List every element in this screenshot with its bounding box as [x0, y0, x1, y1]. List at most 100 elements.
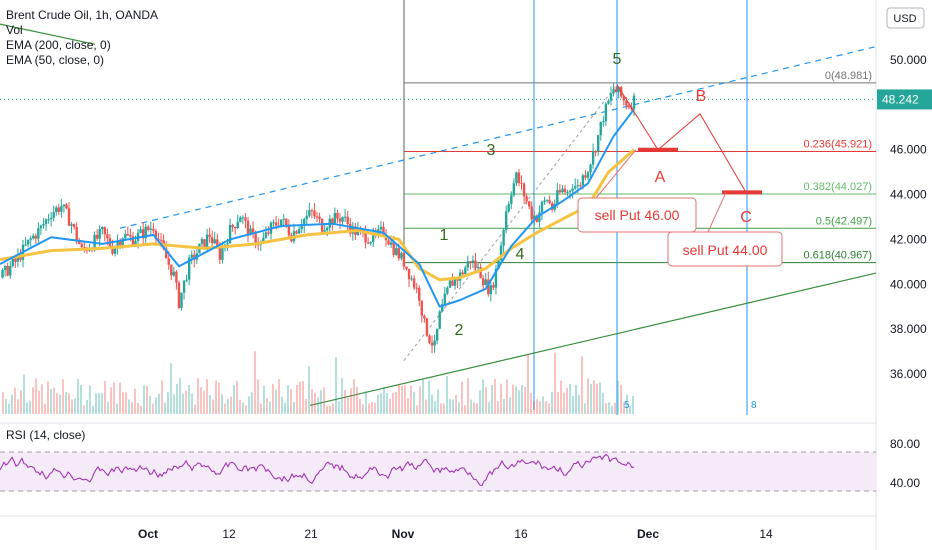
candle-body [481, 278, 485, 286]
volume-bar [575, 384, 577, 414]
volume-bar [395, 392, 397, 414]
candle-body [402, 252, 406, 267]
y-tick-label: 46.000 [890, 143, 927, 157]
candle-body [149, 228, 153, 230]
volume-bar [11, 394, 13, 414]
volume-bar [143, 385, 145, 414]
volume-bar [410, 385, 412, 414]
candle-body [52, 212, 55, 218]
volume-bar [83, 405, 85, 414]
candle-body [540, 201, 544, 213]
candle-body [499, 245, 503, 260]
candle-body [262, 237, 265, 243]
volume-bar [401, 385, 403, 414]
candle-body [494, 268, 498, 288]
elliott-wave-label: 3 [487, 142, 496, 159]
candle-body [492, 285, 495, 288]
volume-bar [35, 378, 37, 414]
rsi-indicator-label[interactable]: RSI (14, close) [6, 428, 86, 442]
candle-body [614, 89, 618, 93]
volume-bar [278, 379, 280, 414]
volume-bar [5, 399, 7, 414]
candle-body [341, 217, 344, 222]
candle-body [586, 172, 590, 178]
volume-bar [554, 352, 556, 414]
last-price-label: 48.242 [882, 92, 919, 106]
annotation-box[interactable] [667, 231, 783, 267]
volume-bar [413, 392, 415, 414]
candle-body [203, 239, 206, 247]
candle-body [154, 230, 158, 240]
candle-body [200, 239, 204, 244]
candle-body [175, 271, 178, 283]
volume-bar [53, 387, 55, 414]
y-tick-label: 44.000 [890, 188, 927, 202]
volume-bar [260, 403, 262, 414]
volume-bar [584, 403, 586, 414]
indicator-ema50[interactable]: EMA (50, close, 0) [6, 53, 105, 67]
volume-bar [449, 399, 451, 414]
last-price-badge [877, 89, 932, 110]
candle-body [62, 204, 66, 207]
volume-bar [566, 388, 568, 414]
support-trendline [309, 272, 877, 406]
symbol-title[interactable]: Brent Crude Oil, 1h, OANDA [6, 8, 159, 22]
annotation-box[interactable] [577, 197, 697, 233]
candle-body [504, 211, 508, 231]
volume-bar [107, 401, 109, 414]
volume-bar [494, 378, 496, 414]
upper-trendline [119, 45, 877, 229]
candle-body [180, 292, 183, 308]
candle-body [228, 224, 232, 244]
candle-body [326, 227, 329, 231]
candle-body [323, 230, 326, 232]
candle-body [124, 233, 127, 239]
volume-bar [95, 393, 97, 414]
indicator-ema200[interactable]: EMA (200, close, 0) [6, 38, 111, 52]
candle-body [571, 188, 574, 191]
elliott-wave-label: 2 [455, 322, 464, 339]
currency-button[interactable] [886, 7, 925, 29]
candle-body [297, 229, 301, 234]
volume-bar [332, 403, 334, 414]
time-marker-label: 5 [624, 400, 630, 411]
candle-body [625, 100, 628, 106]
chart-legend: Brent Crude Oil, 1h, OANDA Vol EMA (200,… [6, 8, 158, 68]
y-tick-label: 40.000 [890, 277, 927, 291]
volume-bar [470, 399, 472, 414]
candle-body [113, 247, 117, 254]
annotation-pointer [595, 149, 637, 199]
volume-bar [344, 390, 346, 414]
volume-bar [629, 405, 631, 414]
candle-body [415, 287, 418, 289]
candle-body [231, 224, 234, 227]
candle-body [622, 96, 625, 101]
volume-bar [521, 384, 523, 414]
candle-body [469, 261, 472, 263]
volume-bar [188, 384, 190, 414]
candle-body [241, 217, 245, 219]
candle-body [471, 260, 475, 263]
volume-bar [524, 386, 526, 414]
volume-bar [548, 403, 550, 414]
candle-body [251, 228, 255, 233]
candle-body [433, 340, 436, 346]
volume-bar [416, 405, 418, 414]
indicator-vol[interactable]: Vol [6, 23, 23, 37]
volume-bar [569, 383, 571, 414]
volume-bar [563, 392, 565, 414]
volume-bar [59, 394, 61, 414]
candle-body [118, 241, 122, 245]
candle-body [548, 200, 551, 204]
candle-body [420, 300, 424, 316]
volume-bar [80, 385, 82, 414]
candle-body [131, 236, 135, 246]
candle-body [305, 215, 308, 220]
volume-bar [47, 381, 49, 414]
candle-body [3, 265, 7, 270]
candle-body [101, 227, 104, 229]
volume-bar [587, 378, 589, 414]
candle-body [627, 105, 631, 108]
volume-bar [605, 403, 607, 414]
volume-bar [350, 388, 352, 414]
